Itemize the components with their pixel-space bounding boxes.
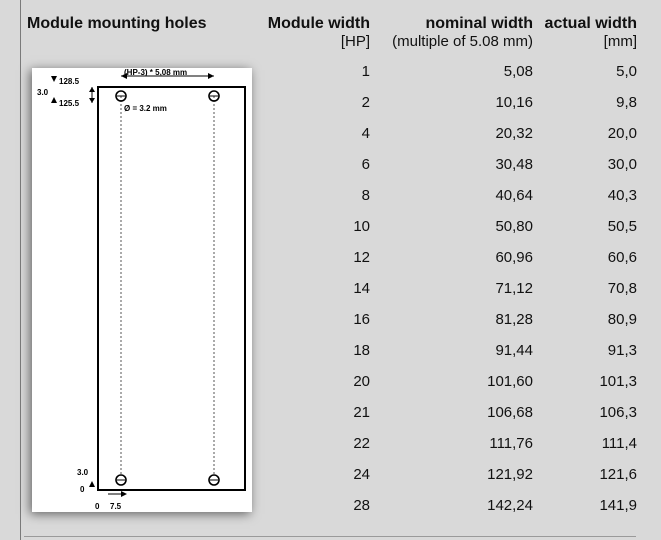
table-row: 16 81,28 80,9 — [270, 310, 640, 341]
actual-cell: 121,6 — [599, 466, 637, 483]
hp-cell: 12 — [353, 249, 370, 266]
actual-cell: 50,5 — [607, 218, 637, 235]
hp-cell: 16 — [353, 311, 370, 328]
actual-width-header: actual width — [544, 15, 637, 32]
actual-cell: 5,0 — [616, 63, 637, 80]
nominal-cell: 121,92 — [487, 466, 533, 483]
actual-cell: 9,8 — [616, 94, 637, 111]
actual-cell: 60,6 — [607, 249, 637, 266]
nominal-cell: 60,96 — [495, 249, 533, 266]
nominal-cell: 50,80 — [495, 218, 533, 235]
hp-cell: 4 — [361, 125, 370, 142]
nominal-width-subtitle: (multiple of 5.08 mm) — [392, 33, 533, 50]
hole-top-left — [115, 90, 127, 102]
actual-width-unit: [mm] — [603, 33, 637, 50]
top-offset-label: 128.5 — [59, 77, 80, 86]
hp-cell: 20 — [353, 373, 370, 390]
hp-cell: 8 — [361, 187, 370, 204]
nominal-cell: 91,44 — [495, 342, 533, 359]
hole-top-right — [208, 90, 220, 102]
table-row: 20 101,60 101,3 — [270, 372, 640, 403]
hp-cell: 6 — [361, 156, 370, 173]
second-offset-label: 125.5 — [59, 99, 80, 108]
table-row: 21 106,68 106,3 — [270, 403, 640, 434]
origin-zero-label: 0 — [95, 502, 100, 511]
edge-offset-label: 7.5 — [110, 502, 122, 511]
table-row: 18 91,44 91,3 — [270, 341, 640, 372]
left-border-line — [20, 0, 21, 540]
table-row: 1 5,08 5,0 — [270, 62, 640, 93]
hp-cell: 14 — [353, 280, 370, 297]
hp-cell: 18 — [353, 342, 370, 359]
bottom-zero-label: 0 — [80, 485, 85, 494]
nominal-cell: 40,64 — [495, 187, 533, 204]
table-row: 28 142,24 141,9 — [270, 496, 640, 527]
hp-cell: 24 — [353, 466, 370, 483]
nominal-cell: 5,08 — [503, 63, 533, 80]
nominal-cell: 20,32 — [495, 125, 533, 142]
table-row: 12 60,96 60,6 — [270, 248, 640, 279]
hole-spacing-label: (HP-3) * 5,08 mm — [124, 68, 187, 77]
panel-outline — [97, 86, 246, 491]
actual-cell: 106,3 — [599, 404, 637, 421]
module-width-header: Module width — [267, 15, 370, 32]
actual-cell: 111,4 — [601, 435, 637, 452]
module-width-table: 1 5,08 5,0 2 10,16 9,8 4 20,32 20,0 6 30,48 30,0… — [270, 62, 640, 527]
left-spacing-label: 3.0 — [37, 88, 49, 97]
nominal-cell: 106,68 — [487, 404, 533, 421]
actual-cell: 80,9 — [607, 311, 637, 328]
actual-cell: 20,0 — [607, 125, 637, 142]
actual-cell: 40,3 — [607, 187, 637, 204]
section-title: Module mounting holes — [27, 15, 207, 32]
nominal-cell: 81,28 — [495, 311, 533, 328]
nominal-cell: 142,24 — [487, 497, 533, 514]
hp-cell: 21 — [353, 404, 370, 421]
hole-bottom-right — [208, 474, 220, 486]
mounting-holes-diagram: (HP-3) * 5,08 mm 128.5 3.0 125.5 Ø = 3.2… — [32, 68, 252, 512]
hp-cell: 2 — [361, 94, 370, 111]
table-row: 22 111,76 111,4 — [270, 434, 640, 465]
module-width-unit: [HP] — [340, 33, 370, 50]
table-row: 8 40,64 40,3 — [270, 186, 640, 217]
nominal-cell: 71,12 — [495, 280, 533, 297]
actual-cell: 101,3 — [599, 373, 637, 390]
nominal-cell: 30,48 — [495, 156, 533, 173]
hole-bottom-left — [115, 474, 127, 486]
hole-diameter-label: Ø = 3.2 mm — [124, 104, 167, 113]
table-row: 14 71,12 70,8 — [270, 279, 640, 310]
hp-cell: 28 — [353, 497, 370, 514]
nominal-cell: 111,76 — [489, 435, 533, 452]
bottom-divider — [24, 536, 636, 537]
table-row: 4 20,32 20,0 — [270, 124, 640, 155]
nominal-cell: 101,60 — [487, 373, 533, 390]
bottom-height-label: 3.0 — [77, 468, 89, 477]
actual-cell: 30,0 — [607, 156, 637, 173]
actual-cell: 70,8 — [607, 280, 637, 297]
table-row: 10 50,80 50,5 — [270, 217, 640, 248]
nominal-width-header: nominal width — [425, 15, 533, 32]
hp-cell: 1 — [361, 63, 370, 80]
table-row: 6 30,48 30,0 — [270, 155, 640, 186]
actual-cell: 91,3 — [607, 342, 637, 359]
hp-cell: 22 — [353, 435, 370, 452]
nominal-cell: 10,16 — [495, 94, 533, 111]
hp-cell: 10 — [353, 218, 370, 235]
table-row: 2 10,16 9,8 — [270, 93, 640, 124]
actual-cell: 141,9 — [599, 497, 637, 514]
table-row: 24 121,92 121,6 — [270, 465, 640, 496]
